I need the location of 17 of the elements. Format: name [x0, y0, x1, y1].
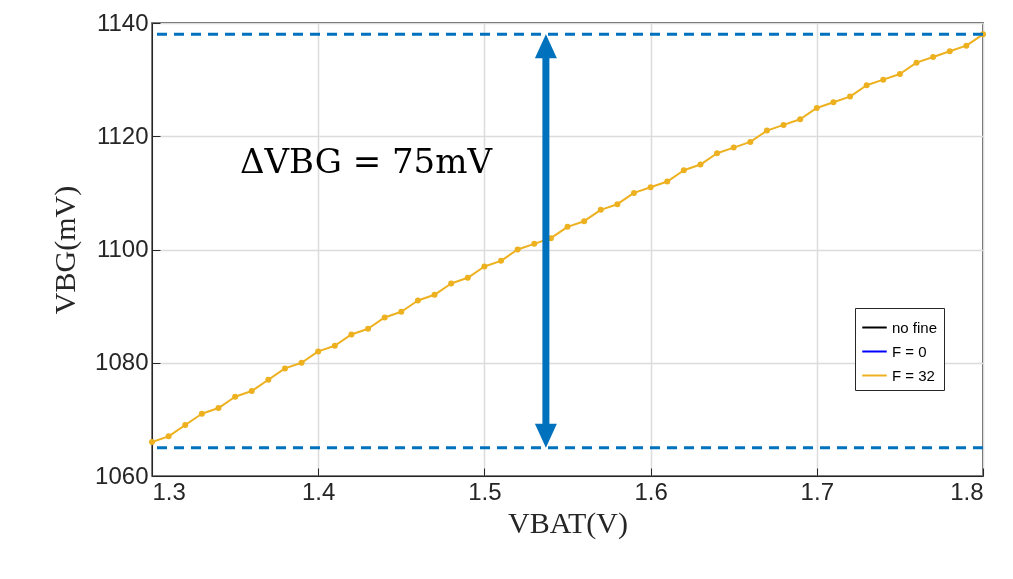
- legend-label: no fine: [892, 318, 938, 336]
- y-tick-label: 1100: [96, 235, 149, 262]
- y-tick-label: 1060: [95, 461, 149, 489]
- x-tick-label: 1.3: [152, 477, 186, 505]
- x-tick-label: 1.6: [634, 477, 668, 505]
- y-axis-title: VBG(mV): [48, 185, 83, 315]
- legend-label: F = 32: [892, 366, 935, 384]
- y-tick-label: 1140: [96, 8, 149, 36]
- annotation: ΔVBG = 75mV: [240, 141, 494, 181]
- x-tick-label: 1.7: [800, 477, 834, 505]
- x-tick-label: 1.8: [950, 477, 984, 505]
- y-tick-label: 1080: [95, 348, 149, 376]
- legend-label: F = 0: [892, 342, 927, 360]
- x-tick-label: 1.4: [302, 477, 336, 505]
- y-tick-label: 1120: [96, 121, 149, 149]
- x-tick-label: 1.5: [468, 477, 502, 505]
- x-axis-title: VBAT(V): [508, 505, 628, 540]
